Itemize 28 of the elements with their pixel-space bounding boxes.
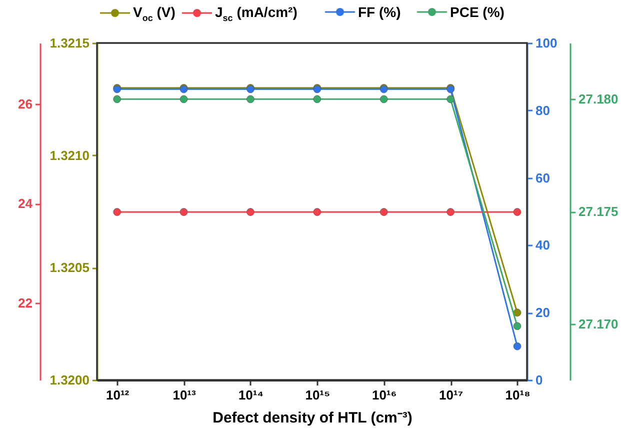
legend-label: J$_{sc}$ (mA/cm²) [215,4,298,23]
x-tick-label: 10¹⁴ [238,388,264,402]
y-tick-label: 1.3215 [50,36,90,50]
y-tick-label: 24 [18,196,34,212]
y-tick-label: 1.3205 [50,260,90,276]
y2-tick-label: 40 [536,238,550,253]
y2-tick-label: 27.180 [578,92,618,107]
x-tick-label: 10¹⁶ [372,388,397,402]
x-tick-label: 10¹⁷ [438,388,464,402]
legend-label: V$_{oc}$ (V) [133,4,176,23]
y2-tick-label: 20 [536,305,550,320]
legend-label: PCE (%) [450,4,504,20]
x-tick-label: 10¹⁸ [505,388,530,402]
y2-tick-label: 27.170 [578,316,618,332]
y2-tick-label: 0 [536,372,543,388]
y2-tick-label: 80 [536,102,550,118]
x-tick-label: 10¹⁵ [305,388,330,402]
y-tick-label: 1.3210 [50,148,90,163]
y-tick-label: 26 [18,96,32,112]
x-tick-label: 10¹³ [172,388,196,402]
x-axis-title: Defect density of HTL (cm⁻³) [212,410,412,426]
legend-label: FF (%) [358,4,401,20]
y-tick-label: 1.3200 [50,372,90,388]
y2-tick-label: 27.175 [578,204,618,219]
y2-tick-label: 100 [536,36,558,50]
x-tick-label: 10¹² [106,388,130,402]
y-tick-label: 22 [18,295,32,310]
y2-tick-label: 60 [536,170,550,186]
